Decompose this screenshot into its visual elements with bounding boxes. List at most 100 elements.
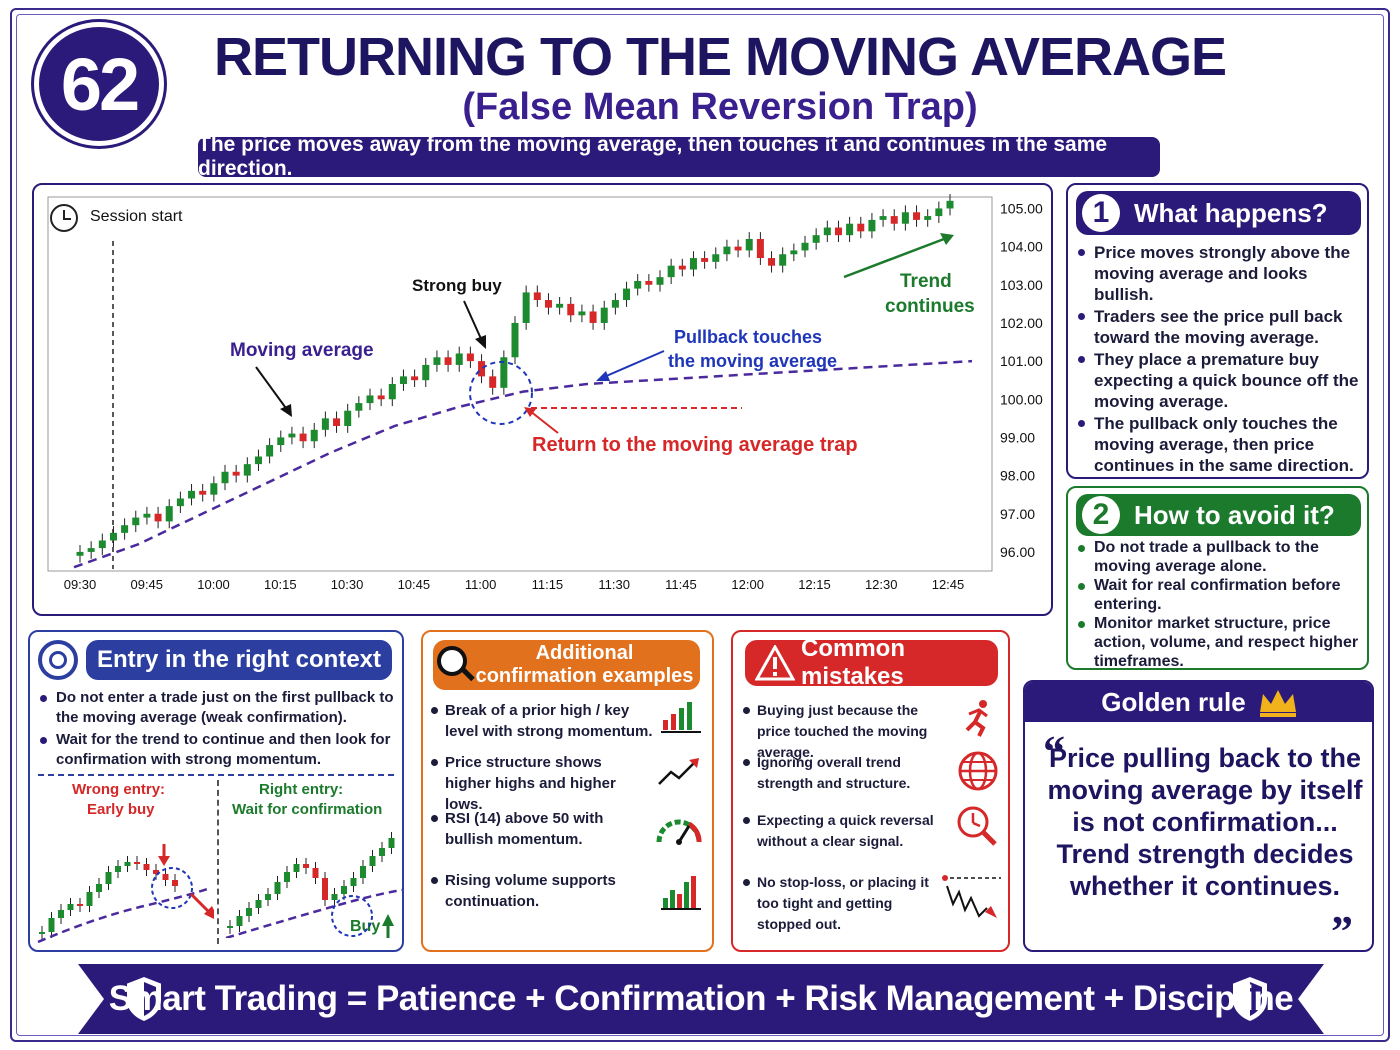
step-number: 2	[1082, 496, 1120, 534]
shield-icon	[1231, 974, 1269, 1024]
mini-candle-body	[360, 866, 366, 878]
x-tick-label: 11:30	[598, 577, 630, 592]
candle-body	[478, 361, 486, 377]
what-happens-header: 1 What happens?	[1076, 191, 1361, 235]
candle-body	[411, 376, 419, 381]
moving-average-line	[73, 359, 973, 569]
how-to-avoid-panel: 2 How to avoid it? Do not trade a pullba…	[1066, 486, 1369, 670]
bar-chart-icon	[661, 702, 701, 733]
what-happens-list: Price moves strongly above the moving av…	[1078, 242, 1364, 476]
confirmation-item: Break of a prior high / key level with s…	[431, 700, 655, 742]
candle-body	[210, 483, 218, 495]
close-quote-mark: ”	[1331, 907, 1353, 956]
candle-body	[511, 322, 519, 358]
clock-search-icon	[957, 806, 997, 846]
candle-body	[935, 208, 943, 217]
warning-icon	[755, 645, 795, 681]
candle-body	[611, 300, 619, 308]
moving-average-label: Moving average	[230, 340, 374, 361]
candle-body	[500, 357, 508, 388]
candle-body	[745, 238, 753, 251]
candle-body	[232, 471, 240, 476]
clock-icon	[50, 204, 78, 232]
shield-icon	[125, 974, 163, 1024]
ma-label-arrow	[255, 366, 289, 412]
inner-frame	[16, 14, 1384, 1036]
candle-body	[87, 548, 95, 552]
confirmation-item: Price structure shows higher highs and h…	[431, 752, 645, 815]
outer-frame	[10, 8, 1390, 1042]
mini-candle-body	[312, 868, 319, 878]
pullback-arrowhead	[596, 371, 610, 381]
x-tick-label: 09:30	[64, 577, 97, 592]
mini-candle-body	[255, 900, 262, 908]
candle-body	[132, 517, 140, 526]
candle-body	[76, 551, 84, 556]
strong-buy-label: Strong buy	[412, 276, 502, 295]
mini-moving-average	[37, 886, 211, 944]
page-title: RETURNING TO THE MOVING AVERAGE	[213, 27, 1227, 87]
x-tick-label: 12:30	[865, 577, 898, 592]
early-buy-label: Early buy	[87, 801, 155, 818]
mini-candle-body	[284, 872, 290, 882]
x-tick-label: 12:15	[798, 577, 831, 592]
mini-candle-body	[293, 864, 300, 872]
candle-body	[277, 437, 285, 446]
mini-candle-body	[162, 874, 169, 880]
trap-arrowhead	[524, 407, 536, 417]
candle-body	[645, 280, 653, 285]
list-item: Wait for the trend to continue and then …	[40, 730, 394, 770]
mistakes-title: Common mistakes	[801, 635, 905, 690]
mini-candle-body	[124, 862, 131, 866]
candle-body	[946, 200, 954, 209]
y-tick-label: 99.00	[1000, 429, 1035, 445]
what-happens-panel: 1 What happens? Price moves strongly abo…	[1066, 183, 1369, 479]
candle-body	[890, 216, 898, 224]
mistakes-panel: Common mistakes Buying just because the …	[731, 630, 1010, 952]
candle-body	[455, 353, 463, 365]
mini-pullback-circle	[331, 895, 373, 937]
trend-arrow	[843, 237, 945, 279]
mini-candle-body	[274, 882, 281, 894]
mini-candle-body	[227, 926, 233, 928]
mini-candle-body	[322, 878, 328, 900]
candle-body	[466, 353, 474, 362]
candle-body	[756, 238, 764, 259]
mini-candle-body	[134, 862, 140, 864]
golden-rule-panel: Golden rule “ ”	[1023, 680, 1374, 956]
what-happens-title: What happens?	[1134, 197, 1328, 228]
candle-body	[355, 403, 363, 411]
entry-context-list: Do not enter a trade just on the first p…	[40, 688, 394, 770]
candle-body	[176, 498, 184, 507]
how-to-avoid-list: Do not trade a pullback to the moving av…	[1078, 538, 1364, 671]
y-tick-label: 103.00	[1000, 277, 1043, 293]
candle-body	[868, 219, 876, 232]
candle-body	[924, 216, 932, 220]
pullback-arrow	[603, 350, 665, 378]
y-tick-label: 97.00	[1000, 506, 1035, 522]
trend-up-icon	[658, 758, 699, 785]
candle-body	[98, 540, 106, 549]
candle-body	[712, 254, 720, 262]
candle-body	[254, 456, 262, 465]
confirmation-title-2: confirmation examples	[475, 665, 694, 687]
mini-candle-body	[236, 916, 243, 926]
candle-body	[310, 429, 318, 442]
early-buy-arrowhead	[158, 856, 170, 866]
page-subtitle: (False Mean Reversion Trap)	[462, 86, 978, 128]
strong-buy-arrowhead	[475, 335, 486, 349]
mini-candle-body	[379, 848, 385, 856]
mini-candle-body	[331, 894, 338, 900]
candle-body	[344, 410, 352, 426]
mini-candle-body	[67, 904, 74, 910]
candle-body	[701, 258, 709, 262]
pullback-label-2: the moving average	[668, 351, 838, 371]
candle-body	[377, 395, 385, 400]
footer-banner: Smart Trading = Patience + Confirmation …	[78, 964, 1324, 1034]
mistake-item: No stop-loss, or placing it too tight an…	[743, 872, 947, 935]
candle-body	[444, 357, 452, 365]
candle-body	[779, 254, 787, 266]
list-item: Traders see the price pull back toward t…	[1078, 306, 1364, 348]
candle-body	[154, 513, 162, 522]
strong-buy-arrow	[463, 300, 483, 342]
